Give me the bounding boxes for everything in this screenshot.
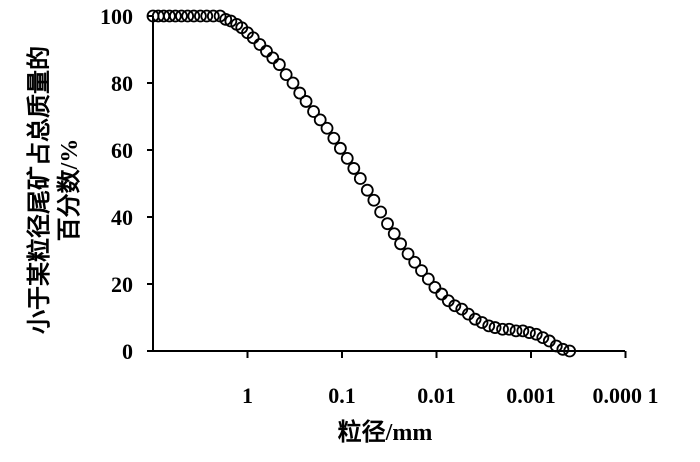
y-tick-label: 20 (111, 272, 133, 297)
y-tick-label: 0 (122, 339, 133, 364)
y-tick-label: 60 (111, 138, 133, 163)
data-point (219, 12, 233, 26)
data-point (163, 9, 176, 23)
data-point (347, 162, 361, 175)
data-point (428, 280, 442, 294)
data-point (408, 255, 422, 269)
data-point (333, 141, 347, 155)
data-point (488, 321, 502, 334)
data-point (496, 322, 509, 336)
data-point (522, 326, 536, 339)
data-point (181, 9, 195, 23)
x-tick-label: 0.000 1 (593, 383, 659, 408)
data-point (435, 287, 449, 301)
data-point (387, 227, 401, 241)
data-point (260, 44, 273, 58)
data-point (286, 76, 300, 90)
x-tick-label: 0.001 (506, 383, 556, 408)
data-point (381, 217, 394, 231)
data-point (360, 183, 374, 197)
data-point (340, 151, 354, 165)
data-point (448, 299, 462, 313)
data-point (563, 344, 577, 358)
data-point (327, 131, 341, 145)
data-point (482, 319, 496, 333)
data-point (313, 113, 327, 127)
data-points (146, 9, 577, 358)
y-axis-title: 小于某粒径尾矿占总质量的 百分数/% (25, 46, 83, 334)
data-point (415, 264, 428, 278)
y-tick-label: 40 (111, 205, 133, 230)
data-point (194, 9, 207, 23)
y-tick-label: 80 (111, 71, 133, 96)
data-point (367, 193, 381, 207)
ticks (147, 15, 627, 358)
data-point (374, 205, 388, 219)
data-point (556, 342, 570, 356)
data-point (200, 9, 214, 23)
data-point (246, 31, 260, 45)
data-point (421, 272, 435, 286)
data-point (401, 247, 415, 261)
data-point (468, 312, 482, 326)
data-point (549, 339, 563, 353)
y-tick-label: 100 (100, 4, 133, 29)
data-point (272, 58, 286, 71)
data-point (475, 316, 489, 329)
data-point (394, 237, 407, 251)
data-point (187, 9, 201, 23)
data-point (253, 38, 267, 51)
y-axis-title-line-1: 小于某粒径尾矿占总质量的 (25, 46, 53, 334)
axes (152, 16, 625, 352)
x-tick-label: 1 (242, 383, 253, 408)
data-point (299, 95, 313, 108)
data-point (293, 86, 307, 100)
data-point (279, 68, 293, 82)
data-point (175, 9, 188, 23)
tick-labels: 0 20 40 60 80 100 1 0.1 0.01 0.001 0.000 1 (100, 4, 659, 408)
data-point (536, 331, 550, 345)
data-point (516, 324, 530, 338)
data-point (320, 121, 334, 135)
x-tick-label: 0.01 (417, 383, 456, 408)
data-point (529, 327, 543, 341)
data-point (502, 322, 516, 336)
data-point (509, 324, 523, 338)
data-point (307, 105, 320, 118)
data-point (206, 9, 220, 23)
x-tick-label: 0.1 (328, 383, 356, 408)
data-point (353, 172, 367, 185)
data-point (168, 9, 182, 23)
x-axis-title: 粒径/mm (338, 418, 433, 446)
data-point (266, 51, 280, 65)
y-axis-title-line-2: 百分数/% (56, 139, 83, 242)
